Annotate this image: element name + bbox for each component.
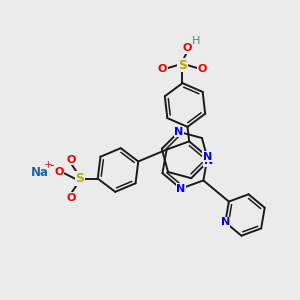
Text: N: N [203,152,212,162]
Text: Na: Na [31,166,49,179]
Text: -: - [50,159,54,172]
Text: H: H [192,36,201,46]
Text: N: N [174,127,183,137]
Text: O: O [54,167,63,176]
Text: O: O [66,154,75,164]
Text: O: O [158,64,167,74]
Text: O: O [183,43,192,53]
Text: S: S [178,58,187,72]
Text: O: O [198,64,207,74]
Text: +: + [44,160,53,170]
Text: N: N [221,217,230,227]
Text: N: N [204,156,213,166]
Text: N: N [176,184,185,194]
Text: S: S [75,172,84,185]
Text: O: O [66,193,75,202]
